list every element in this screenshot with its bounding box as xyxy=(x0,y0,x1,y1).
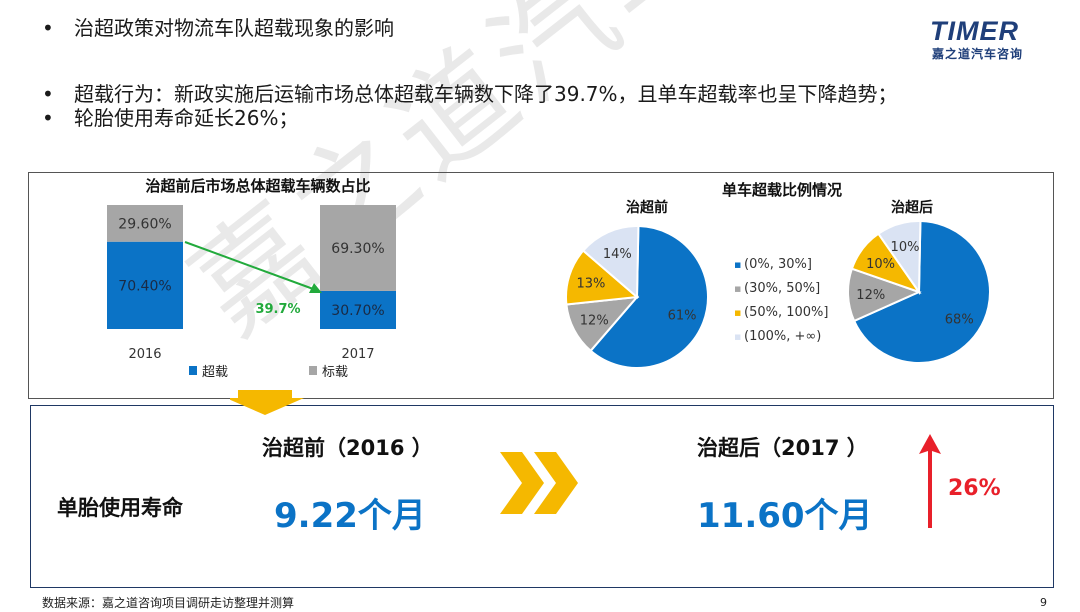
bullet-text: 轮胎使用寿命延长26%； xyxy=(74,106,299,130)
arrow-up-icon xyxy=(919,434,941,528)
after-value: 11.60个月 xyxy=(697,496,873,536)
bullet-dot: • xyxy=(42,82,54,106)
chart-panel xyxy=(28,172,1054,399)
bullet-dot: • xyxy=(42,106,54,130)
double-chevron-right-icon xyxy=(500,452,578,514)
page-number: 9 xyxy=(1040,596,1047,609)
tire-life-label: 单胎使用寿命 xyxy=(57,496,183,520)
increase-percentage: 26% xyxy=(948,476,1001,501)
before-value: 9.22个月 xyxy=(274,496,426,536)
tire-life-panel xyxy=(30,405,1054,588)
logo-subtitle: 嘉之道汽车咨询 xyxy=(932,47,1024,61)
company-logo: TIMER 嘉之道汽车咨询 xyxy=(930,16,1048,61)
before-title: 治超前（2016 ） xyxy=(262,436,433,460)
data-source: 数据来源：嘉之道咨询项目调研走访整理并测算 xyxy=(42,596,295,610)
slide-title-text: 治超政策对物流车队超载现象的影响 xyxy=(74,16,394,40)
bullet-dot: • xyxy=(42,16,54,40)
after-title: 治超后（2017 ） xyxy=(697,436,868,460)
down-arrow-icon xyxy=(230,390,304,415)
logo-wordmark: TIMER xyxy=(930,16,1019,46)
bullet-text: 超载行为：新政实施后运输市场总体超载车辆数下降了39.7%，且单车超载率也呈下降… xyxy=(74,82,898,106)
